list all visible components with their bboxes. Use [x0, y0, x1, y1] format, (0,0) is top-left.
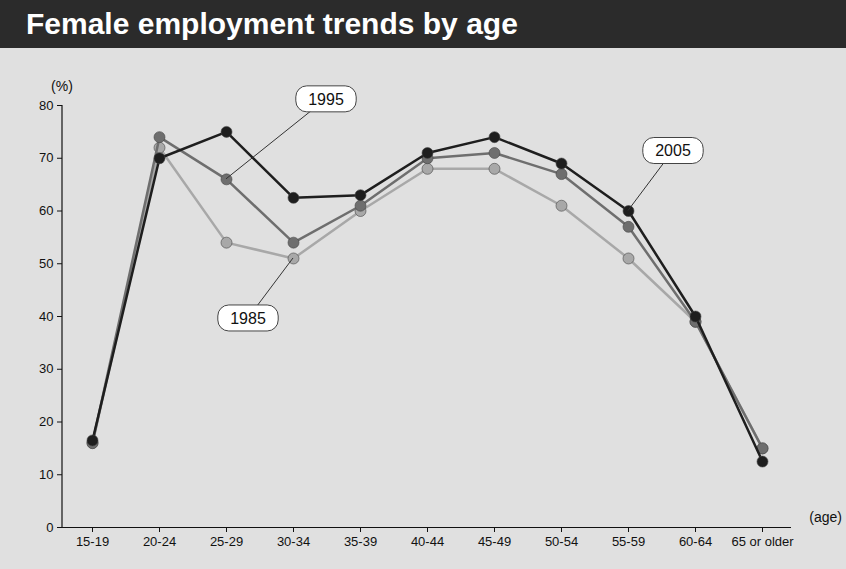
- svg-text:20: 20: [39, 414, 53, 429]
- html-text:Female employment trends by ag: Female employment trends by age: [26, 7, 518, 40]
- svg-text:15-19: 15-19: [76, 534, 109, 549]
- svg-text:50-54: 50-54: [545, 534, 578, 549]
- svg-text:45-49: 45-49: [478, 534, 511, 549]
- svg-text:70: 70: [39, 150, 53, 165]
- svg-text:30-34: 30-34: [277, 534, 310, 549]
- svg-text:20-24: 20-24: [143, 534, 176, 549]
- svg-text:2005: 2005: [655, 142, 691, 159]
- svg-text:25-29: 25-29: [210, 534, 243, 549]
- svg-text:55-59: 55-59: [612, 534, 645, 549]
- svg-text:50: 50: [39, 256, 53, 271]
- svg-text:1985: 1985: [230, 310, 266, 327]
- svg-text:80: 80: [39, 98, 53, 113]
- svg-text:(%): (%): [51, 78, 73, 94]
- svg-text:40-44: 40-44: [411, 534, 444, 549]
- svg-text:60-64: 60-64: [679, 534, 712, 549]
- svg-text:35-39: 35-39: [344, 534, 377, 549]
- svg-text:10: 10: [39, 467, 53, 482]
- svg-text:1995: 1995: [308, 91, 344, 108]
- svg-text:40: 40: [39, 309, 53, 324]
- svg-text:30: 30: [39, 361, 53, 376]
- svg-text:0: 0: [46, 520, 53, 535]
- svg-text:65 or older: 65 or older: [731, 534, 794, 549]
- svg-text:60: 60: [39, 203, 53, 218]
- svg-text:(age): (age): [809, 509, 842, 525]
